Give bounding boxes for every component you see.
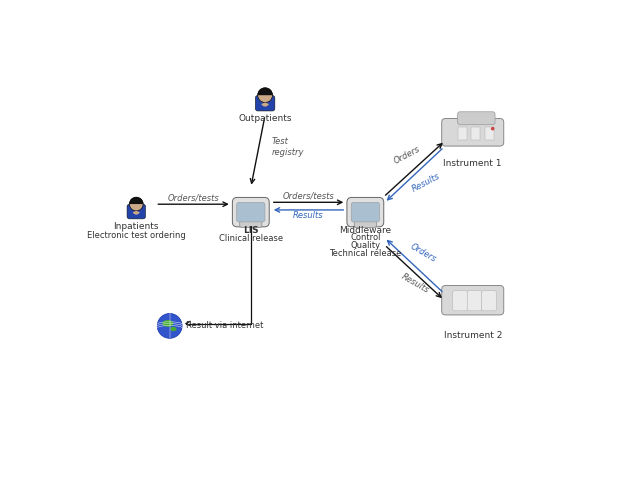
Text: Test
registry: Test registry — [271, 137, 304, 156]
Text: Electronic test ordering: Electronic test ordering — [87, 231, 186, 240]
Text: Outpatients: Outpatients — [238, 114, 292, 123]
Ellipse shape — [162, 320, 173, 327]
FancyBboxPatch shape — [482, 291, 497, 311]
Text: Orders/tests: Orders/tests — [168, 193, 220, 203]
FancyBboxPatch shape — [458, 112, 495, 125]
FancyBboxPatch shape — [442, 119, 504, 146]
Bar — [485, 127, 495, 140]
FancyBboxPatch shape — [237, 202, 265, 222]
Bar — [471, 127, 480, 140]
FancyBboxPatch shape — [467, 291, 482, 311]
Text: Results: Results — [410, 171, 442, 194]
Text: Results: Results — [399, 273, 430, 296]
Text: Quality: Quality — [350, 241, 380, 250]
FancyBboxPatch shape — [127, 204, 145, 219]
Text: Orders/tests: Orders/tests — [282, 191, 334, 200]
FancyBboxPatch shape — [232, 197, 269, 227]
Bar — [458, 127, 467, 140]
Text: Inpatients: Inpatients — [113, 222, 159, 231]
FancyBboxPatch shape — [240, 220, 262, 228]
Text: Middleware: Middleware — [339, 226, 392, 235]
Wedge shape — [132, 211, 140, 215]
Text: Result via internet: Result via internet — [186, 322, 264, 330]
Circle shape — [157, 313, 182, 338]
Wedge shape — [261, 103, 269, 107]
FancyBboxPatch shape — [442, 286, 504, 315]
Text: Instrument 2: Instrument 2 — [444, 331, 502, 340]
Text: LIS: LIS — [243, 226, 259, 235]
Text: Control: Control — [350, 233, 381, 242]
FancyBboxPatch shape — [347, 197, 384, 227]
Text: Technical release: Technical release — [329, 249, 401, 258]
Text: Orders: Orders — [408, 242, 438, 264]
FancyBboxPatch shape — [452, 291, 467, 311]
Wedge shape — [129, 197, 143, 204]
FancyBboxPatch shape — [255, 96, 275, 111]
FancyBboxPatch shape — [355, 220, 376, 228]
Circle shape — [258, 88, 273, 103]
Circle shape — [129, 197, 143, 211]
Text: Clinical release: Clinical release — [219, 234, 283, 243]
Text: Orders: Orders — [393, 144, 422, 166]
Circle shape — [491, 127, 495, 131]
FancyBboxPatch shape — [351, 202, 380, 222]
Text: Results: Results — [292, 211, 323, 220]
Wedge shape — [257, 87, 273, 95]
Text: Instrument 1: Instrument 1 — [444, 159, 502, 168]
Ellipse shape — [170, 327, 177, 331]
